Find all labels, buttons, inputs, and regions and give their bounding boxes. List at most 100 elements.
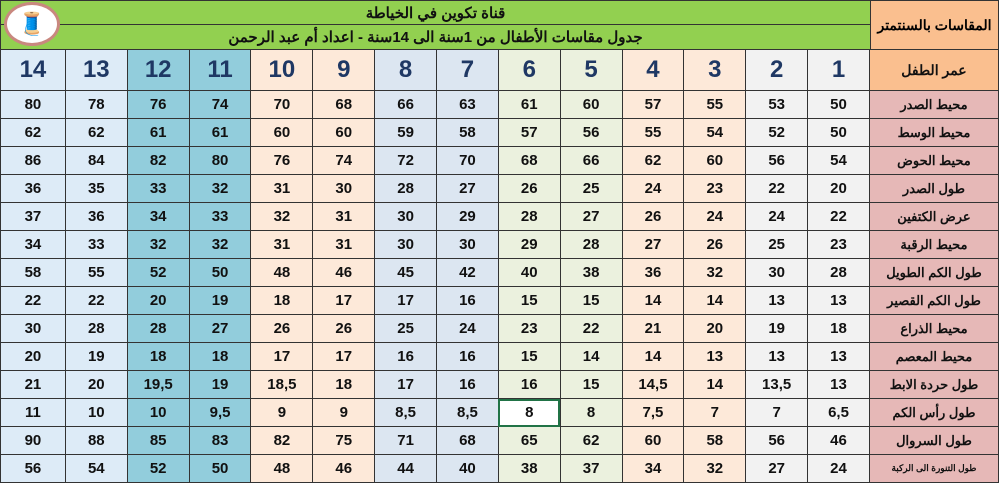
measurement-cell[interactable]: 52	[745, 118, 809, 147]
measurement-cell[interactable]: 59	[374, 118, 438, 147]
measurement-cell[interactable]: 25	[559, 174, 623, 203]
measurement-cell[interactable]: 40	[436, 454, 499, 483]
measurement-cell[interactable]: 82	[126, 146, 190, 175]
age-header-cell[interactable]: 5	[559, 49, 623, 91]
measurement-cell[interactable]: 83	[188, 426, 252, 455]
measurement-cell[interactable]: 65	[497, 426, 561, 455]
measurement-cell[interactable]: 14	[621, 286, 685, 315]
measurement-cell[interactable]: 88	[64, 426, 128, 455]
age-header-cell[interactable]: 12	[126, 49, 190, 91]
measurement-cell[interactable]: 80	[0, 90, 66, 119]
measurement-cell[interactable]: 76	[250, 146, 314, 175]
age-header-cell[interactable]: 8	[374, 49, 438, 91]
measurement-cell[interactable]: 30	[374, 230, 438, 259]
measurement-cell[interactable]: 19	[188, 370, 252, 399]
measurement-cell[interactable]: 54	[683, 118, 747, 147]
measurement-cell[interactable]: 57	[497, 118, 561, 147]
age-header-cell[interactable]: 14	[0, 49, 66, 91]
measurement-cell[interactable]: 76	[126, 90, 190, 119]
measurement-cell[interactable]: 20	[683, 314, 747, 343]
measurement-cell[interactable]: 78	[64, 90, 128, 119]
measurement-cell[interactable]: 27	[559, 202, 623, 231]
age-header-cell[interactable]: 9	[312, 49, 376, 91]
measurement-cell[interactable]: 58	[436, 118, 499, 147]
measurement-cell[interactable]: 36	[64, 202, 128, 231]
measurement-cell[interactable]: 32	[683, 454, 747, 483]
measurement-cell[interactable]: 54	[64, 454, 128, 483]
measurement-label[interactable]: طول حردة الابط	[868, 370, 999, 399]
measurement-cell[interactable]: 25	[374, 314, 438, 343]
measurement-cell[interactable]: 17	[374, 286, 438, 315]
measurement-cell[interactable]: 18	[188, 342, 252, 371]
measurement-cell[interactable]: 27	[621, 230, 685, 259]
age-header-cell[interactable]: 11	[188, 49, 252, 91]
measurement-cell[interactable]: 62	[64, 118, 128, 147]
measurement-cell[interactable]: 55	[621, 118, 685, 147]
measurement-cell[interactable]: 34	[621, 454, 685, 483]
measurement-cell[interactable]: 18	[312, 370, 376, 399]
measurement-cell[interactable]: 27	[436, 174, 499, 203]
age-header-cell[interactable]: 4	[621, 49, 685, 91]
measurement-cell[interactable]: 44	[374, 454, 438, 483]
measurement-cell[interactable]: 66	[559, 146, 623, 175]
measurement-cell[interactable]: 50	[188, 454, 252, 483]
measurement-cell[interactable]: 19,5	[126, 370, 190, 399]
age-header-cell[interactable]: 6	[497, 49, 561, 91]
measurement-cell[interactable]: 16	[436, 286, 499, 315]
measurement-cell[interactable]: 15	[497, 342, 561, 371]
measurement-cell[interactable]: 60	[621, 426, 685, 455]
measurement-cell[interactable]: 60	[683, 146, 747, 175]
measurement-cell[interactable]: 19	[64, 342, 128, 371]
measurement-cell[interactable]: 23	[683, 174, 747, 203]
measurement-cell[interactable]: 33	[188, 202, 252, 231]
measurement-cell[interactable]: 68	[497, 146, 561, 175]
measurement-cell[interactable]: 7,5	[621, 398, 685, 427]
measurement-cell[interactable]: 14	[683, 286, 747, 315]
measurement-cell[interactable]: 85	[126, 426, 190, 455]
measurement-cell[interactable]: 24	[683, 202, 747, 231]
measurement-cell[interactable]: 30	[374, 202, 438, 231]
measurement-cell[interactable]: 32	[250, 202, 314, 231]
measurement-cell[interactable]: 28	[374, 174, 438, 203]
measurement-cell[interactable]: 56	[0, 454, 66, 483]
measurement-cell[interactable]: 18,5	[250, 370, 314, 399]
measurement-cell[interactable]: 62	[0, 118, 66, 147]
measurement-cell[interactable]: 54	[807, 146, 870, 175]
measurement-cell[interactable]: 37	[559, 454, 623, 483]
measurement-cell[interactable]: 20	[807, 174, 870, 203]
age-header-cell[interactable]: 1	[807, 49, 870, 91]
measurement-cell[interactable]: 24	[745, 202, 809, 231]
measurement-cell[interactable]: 22	[0, 286, 66, 315]
measurement-cell[interactable]: 62	[559, 426, 623, 455]
measurement-cell[interactable]: 13	[683, 342, 747, 371]
measurement-cell[interactable]: 10	[126, 398, 190, 427]
measurement-cell[interactable]: 20	[64, 370, 128, 399]
age-header-cell[interactable]: 3	[683, 49, 747, 91]
age-label[interactable]: عمر الطفل	[868, 49, 999, 91]
measurement-cell[interactable]: 63	[436, 90, 499, 119]
measurement-cell[interactable]: 14,5	[621, 370, 685, 399]
age-header-cell[interactable]: 2	[745, 49, 809, 91]
measurement-cell[interactable]: 24	[436, 314, 499, 343]
measurement-cell[interactable]: 45	[374, 258, 438, 287]
measurement-cell[interactable]: 34	[0, 230, 66, 259]
measurement-cell[interactable]: 23	[497, 314, 561, 343]
measurement-cell[interactable]: 16	[436, 342, 499, 371]
measurement-cell[interactable]: 84	[64, 146, 128, 175]
measurement-label[interactable]: محيط الصدر	[868, 90, 999, 119]
measurement-cell[interactable]: 27	[745, 454, 809, 483]
measurement-cell[interactable]: 17	[250, 342, 314, 371]
measurement-cell[interactable]: 32	[683, 258, 747, 287]
measurement-cell[interactable]: 27	[188, 314, 252, 343]
measurement-cell[interactable]: 58	[0, 258, 66, 287]
measurement-cell[interactable]: 17	[312, 342, 376, 371]
measurement-cell[interactable]: 60	[312, 118, 376, 147]
measurement-label[interactable]: طول التنورة الى الركبة	[868, 454, 999, 483]
measurement-cell[interactable]: 31	[312, 202, 376, 231]
measurement-cell[interactable]: 38	[497, 454, 561, 483]
measurement-cell[interactable]: 61	[497, 90, 561, 119]
measurement-cell[interactable]: 22	[745, 174, 809, 203]
measurement-cell[interactable]: 16	[436, 370, 499, 399]
measurement-cell[interactable]: 7	[745, 398, 809, 427]
measurement-cell[interactable]: 13	[807, 286, 870, 315]
